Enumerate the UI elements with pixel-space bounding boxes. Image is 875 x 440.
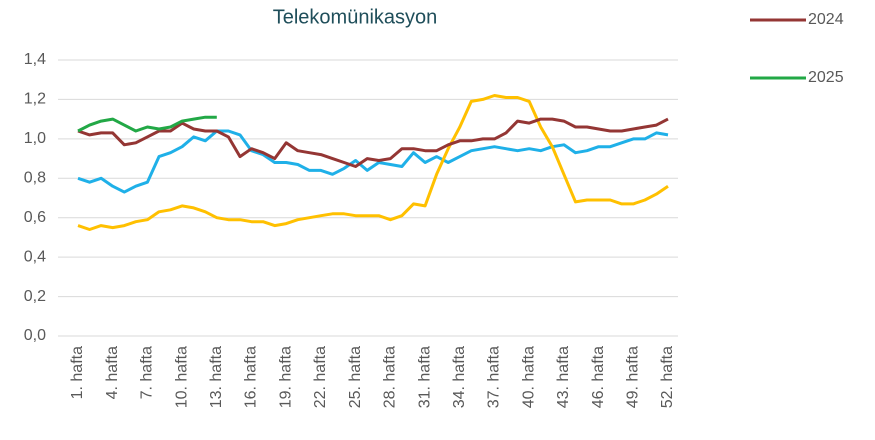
x-tick-label: 28. hafta: [382, 346, 399, 408]
x-tick-label: 13. hafta: [208, 346, 225, 408]
x-tick-label: 1. hafta: [69, 346, 86, 399]
series-line: [77, 129, 669, 194]
y-tick-label: 1,2: [24, 91, 46, 108]
y-tick-label: 0,4: [24, 248, 46, 265]
x-tick-label: 49. hafta: [625, 346, 642, 408]
series-line: [77, 115, 217, 133]
x-tick-label: 16. hafta: [243, 346, 260, 408]
y-tick-label: 1,4: [24, 51, 46, 68]
legend-label: 2024: [808, 11, 844, 28]
x-tick-label: 34. hafta: [451, 346, 468, 408]
y-tick-label: 0,8: [24, 170, 46, 187]
x-tick-label: 52. hafta: [659, 346, 676, 408]
series-line: [77, 94, 669, 231]
y-tick-label: 0,2: [24, 288, 46, 305]
y-tick-label: 0,6: [24, 209, 46, 226]
series-line: [77, 117, 669, 168]
y-tick-label: 0,0: [24, 327, 46, 344]
x-tick-label: 31. hafta: [416, 346, 433, 408]
x-tick-label: 43. hafta: [555, 346, 572, 408]
x-tick-label: 19. hafta: [277, 346, 294, 408]
x-tick-label: 4. hafta: [104, 346, 121, 399]
x-tick-label: 7. hafta: [139, 346, 156, 399]
x-tick-label: 22. hafta: [312, 346, 329, 408]
x-tick-label: 40. hafta: [520, 346, 537, 408]
chart-title: Telekomünikasyon: [273, 6, 438, 28]
x-tick-label: 10. hafta: [173, 346, 190, 408]
x-tick-label: 37. hafta: [486, 346, 503, 408]
legend-label: 2025: [808, 69, 844, 86]
y-tick-label: 1,0: [24, 130, 46, 147]
x-tick-label: 46. hafta: [590, 346, 607, 408]
x-tick-label: 25. hafta: [347, 346, 364, 408]
